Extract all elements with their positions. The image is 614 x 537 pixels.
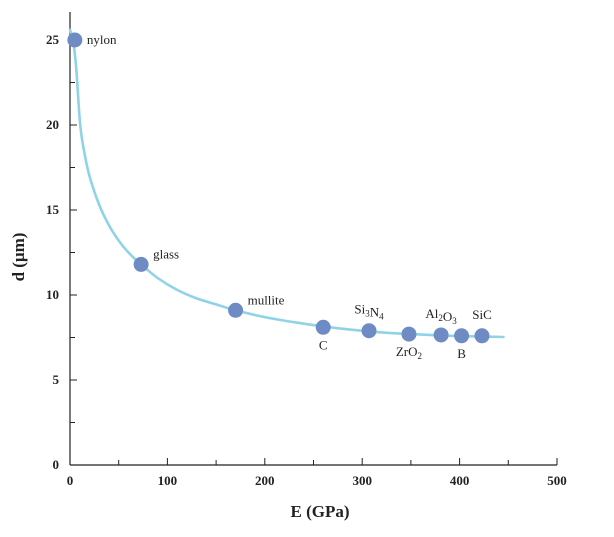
data-point-c — [315, 319, 331, 335]
point-label-al2o3: Al2O3 — [425, 306, 457, 326]
data-point-mullite — [228, 302, 244, 318]
point-label-b: B — [457, 346, 466, 361]
x-tick-label: 100 — [158, 473, 178, 488]
point-label-sic: SiC — [472, 307, 492, 322]
x-tick-label: 200 — [255, 473, 275, 488]
data-point-nylon — [67, 32, 83, 48]
y-tick-label: 5 — [53, 372, 60, 387]
data-points-layer — [67, 32, 490, 344]
point-label-c: C — [319, 337, 328, 352]
data-point-si3n4 — [361, 323, 377, 339]
data-point-b — [454, 328, 470, 344]
y-tick-label: 25 — [46, 32, 60, 47]
y-tick-label: 20 — [46, 117, 59, 132]
point-label-si3n4: Si3N4 — [354, 302, 384, 322]
y-tick-label: 15 — [46, 202, 60, 217]
fit-curve-layer — [68, 28, 505, 339]
x-axis-title: E (GPa) — [290, 502, 349, 521]
point-label-zro2: ZrO2 — [396, 344, 422, 361]
data-point-sic — [474, 328, 490, 344]
x-tick-label: 500 — [547, 473, 567, 488]
y-axis-title: d (μm) — [9, 233, 28, 282]
x-tick-label: 400 — [450, 473, 470, 488]
fit-curve — [68, 28, 505, 339]
point-label-nylon: nylon — [87, 32, 117, 47]
point-labels-layer: nylon glass mullite C Si3N4 ZrO2 Al2O3 B SiC — [87, 32, 492, 361]
x-tick-label: 300 — [352, 473, 372, 488]
point-label-mullite: mullite — [248, 292, 285, 307]
data-point-glass — [133, 256, 149, 272]
y-tick-label: 0 — [53, 457, 60, 472]
data-point-zro2 — [401, 326, 417, 342]
point-label-glass: glass — [153, 246, 179, 261]
y-tick-label: 10 — [46, 287, 59, 302]
chart-axes: 0 100 200 300 400 500 0 5 10 15 20 25 — [46, 12, 567, 488]
data-point-al2o3 — [433, 327, 449, 343]
x-tick-label: 0 — [67, 473, 74, 488]
